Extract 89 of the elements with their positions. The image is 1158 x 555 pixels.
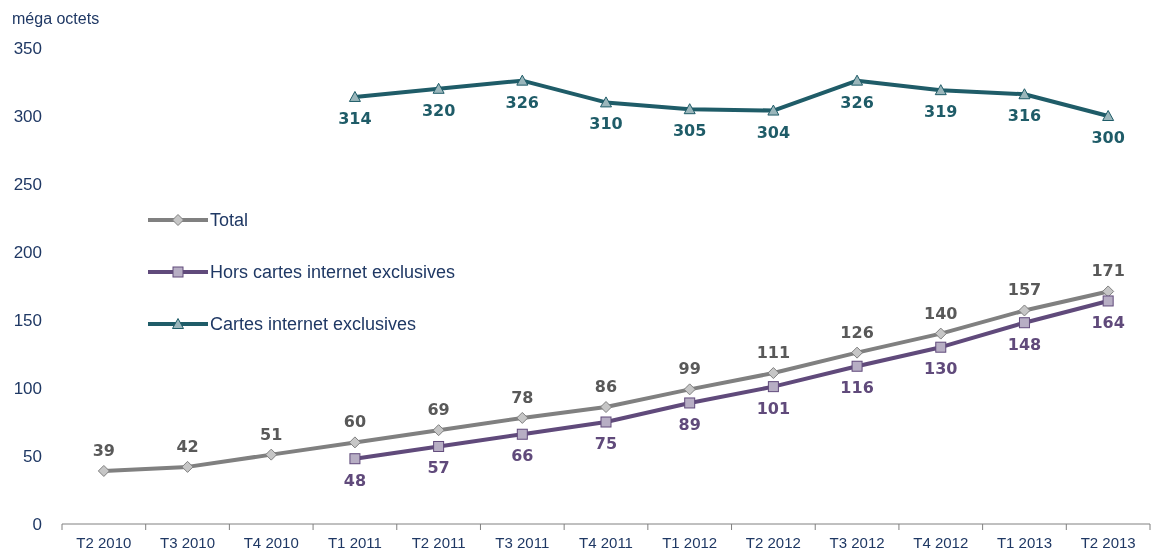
data-label: 304 <box>756 122 791 142</box>
point <box>1102 295 1114 307</box>
point <box>1018 317 1030 329</box>
point <box>935 341 947 353</box>
point <box>767 381 779 393</box>
y-tick-label: 350 <box>13 39 42 58</box>
x-tick-label: T2 2012 <box>745 534 801 551</box>
data-label: 66 <box>511 446 534 466</box>
point <box>851 346 864 359</box>
data-label: 57 <box>427 458 450 478</box>
data-label: 89 <box>678 414 701 434</box>
data-label: 310 <box>589 114 623 134</box>
data-label: 69 <box>427 400 450 420</box>
x-tick-label: T2 2011 <box>411 534 466 551</box>
x-tick-label: T4 2010 <box>243 534 299 551</box>
y-tick-label: 150 <box>13 311 42 330</box>
data-label: 148 <box>1007 334 1042 354</box>
data-label: 78 <box>511 387 534 407</box>
data-label: 101 <box>756 398 791 418</box>
point <box>600 416 612 428</box>
x-tick-label: T2 2013 <box>1080 534 1136 551</box>
data-label: 305 <box>672 121 707 141</box>
point <box>600 96 612 108</box>
x-tick-label: T4 2012 <box>913 534 969 551</box>
data-label: 164 <box>1091 312 1125 332</box>
y-tick-label: 100 <box>13 379 42 398</box>
data-label: 39 <box>92 440 115 460</box>
data-label: 157 <box>1007 280 1042 300</box>
data-label: 86 <box>594 377 618 397</box>
point <box>348 436 361 449</box>
data-label: 316 <box>1007 106 1042 126</box>
point <box>683 103 696 115</box>
point <box>1102 110 1115 121</box>
x-tick-label: T3 2011 <box>495 534 550 551</box>
data-label: 140 <box>924 303 958 323</box>
point <box>767 367 780 380</box>
x-tick-label: T1 2013 <box>996 534 1052 551</box>
y-tick-label: 0 <box>32 515 42 534</box>
point <box>432 82 445 94</box>
legend-label: Total <box>210 210 249 230</box>
data-label: 319 <box>924 102 958 122</box>
data-label: 326 <box>505 92 540 112</box>
data-label: 51 <box>260 424 283 444</box>
point <box>432 424 445 437</box>
data-label: 320 <box>421 100 456 120</box>
point <box>349 453 361 465</box>
data-label: 314 <box>338 108 372 128</box>
point <box>851 360 863 372</box>
data-label: 42 <box>176 436 199 456</box>
y-tick-label: 300 <box>13 107 42 126</box>
legend-label: Cartes internet exclusives <box>210 314 417 334</box>
point <box>934 84 947 96</box>
point <box>600 401 612 414</box>
data-label: 99 <box>678 359 701 379</box>
point <box>97 464 110 477</box>
data-label: 48 <box>343 470 367 490</box>
point <box>767 104 780 116</box>
x-tick-label: T1 2011 <box>327 534 382 551</box>
data-label: 171 <box>1091 261 1125 281</box>
legend-label: Hors cartes internet exclusives <box>210 262 456 282</box>
point <box>348 90 361 102</box>
x-tick-label: T3 2010 <box>160 534 216 551</box>
data-label: 60 <box>343 412 367 432</box>
y-axis-title: méga octets <box>12 10 100 27</box>
data-label: 300 <box>1091 128 1125 147</box>
y-tick-label: 250 <box>13 175 42 194</box>
point <box>516 428 528 440</box>
x-tick-label: T1 2012 <box>662 534 718 551</box>
data-label: 126 <box>840 322 874 342</box>
point <box>265 448 278 461</box>
point <box>684 397 696 409</box>
data-label: 116 <box>840 378 874 398</box>
data-label: 111 <box>756 343 791 363</box>
data-label: 75 <box>594 434 618 453</box>
point <box>1018 304 1031 317</box>
point <box>934 327 947 340</box>
x-tick-label: T4 2011 <box>579 534 633 551</box>
point <box>851 74 864 86</box>
point <box>516 411 529 424</box>
point <box>1018 88 1031 100</box>
point <box>516 74 529 86</box>
y-tick-label: 50 <box>23 447 42 466</box>
x-tick-label: T3 2012 <box>829 534 885 551</box>
x-tick-label: T2 2010 <box>76 534 132 551</box>
data-label: 130 <box>924 359 958 379</box>
y-tick-label: 200 <box>13 243 42 262</box>
point <box>433 440 445 452</box>
point <box>683 383 696 396</box>
data-label: 326 <box>840 92 874 112</box>
